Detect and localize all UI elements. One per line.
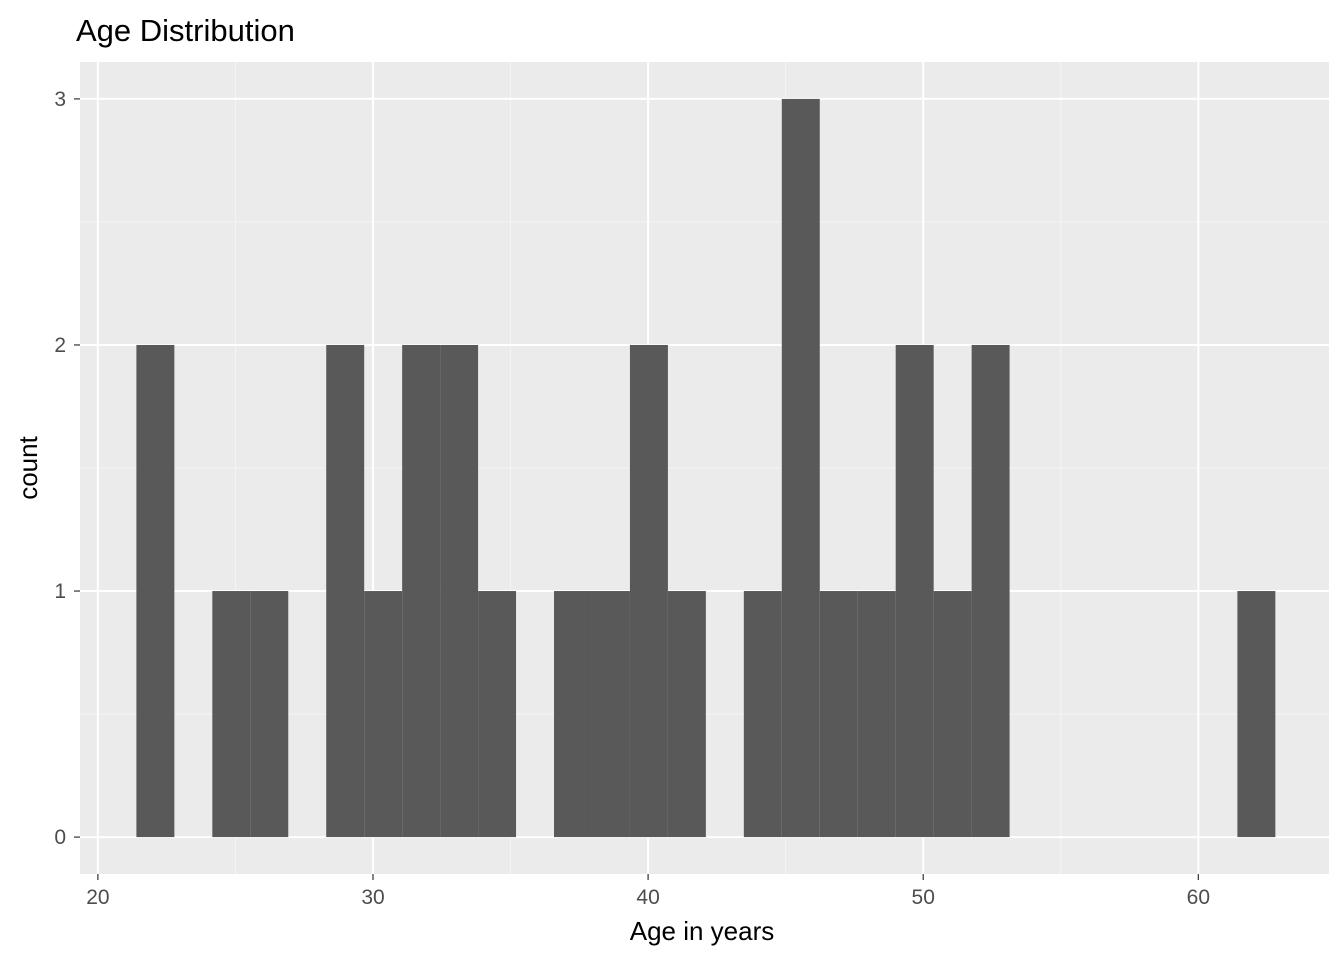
histogram-bar — [326, 344, 365, 838]
histogram-bar — [781, 98, 820, 838]
x-tick-label: 30 — [361, 886, 384, 909]
x-tick-label: 50 — [912, 886, 935, 909]
histogram-bar — [971, 344, 1010, 838]
histogram-bar — [667, 591, 706, 838]
y-axis-title: count — [13, 435, 43, 499]
y-axis: 0 1 2 3 — [54, 88, 80, 849]
histogram-bar — [402, 344, 441, 838]
x-tick-label: 20 — [86, 886, 109, 909]
histogram-bar — [212, 591, 251, 838]
y-tick-label: 2 — [54, 334, 66, 357]
x-axis: 20 30 40 50 60 — [86, 874, 1210, 909]
y-tick-label: 0 — [54, 826, 66, 849]
histogram-bar — [440, 344, 479, 838]
histogram-bar — [819, 591, 858, 838]
chart-title: Age Distribution — [76, 13, 295, 48]
histogram-bar — [895, 344, 934, 838]
histogram-bar — [933, 591, 972, 838]
x-tick-label: 60 — [1187, 886, 1210, 909]
y-tick-label: 1 — [54, 580, 66, 603]
histogram-bar — [554, 591, 592, 838]
histogram-bar — [364, 591, 403, 838]
histogram-bar — [857, 591, 896, 838]
y-tick-label: 3 — [54, 88, 66, 111]
histogram-bar — [250, 591, 289, 838]
histogram-bar — [591, 591, 630, 838]
histogram-bar — [136, 344, 175, 838]
histogram-bar — [478, 591, 517, 838]
histogram-bar — [629, 344, 668, 838]
x-axis-title: Age in years — [630, 916, 775, 946]
histogram-bar — [743, 591, 782, 838]
histogram-bar — [1237, 591, 1276, 838]
histogram-bars — [136, 98, 1276, 838]
x-tick-label: 40 — [636, 886, 659, 909]
